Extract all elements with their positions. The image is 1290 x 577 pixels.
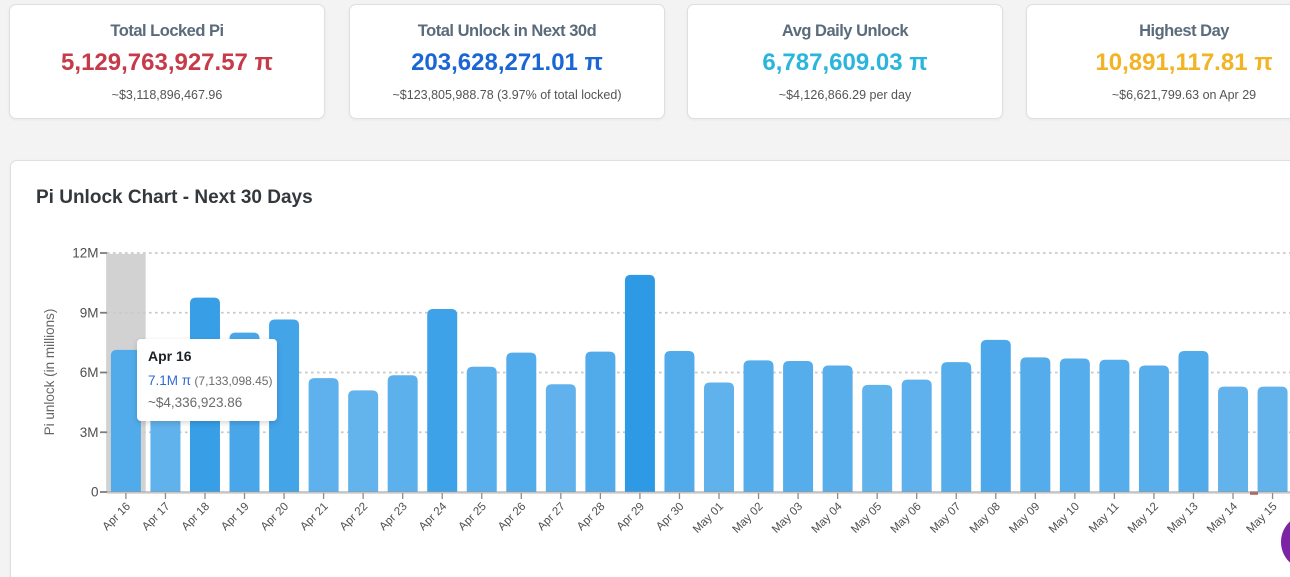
svg-text:Apr 25: Apr 25 — [456, 501, 488, 533]
svg-text:3M: 3M — [80, 425, 99, 440]
svg-text:May 09: May 09 — [1007, 501, 1042, 536]
svg-text:Apr 23: Apr 23 — [377, 501, 409, 533]
svg-text:May 01: May 01 — [691, 501, 726, 536]
svg-text:Apr 21: Apr 21 — [298, 501, 330, 533]
svg-text:Apr 26: Apr 26 — [496, 501, 528, 533]
svg-text:Apr 20: Apr 20 — [259, 501, 291, 533]
svg-text:Pi unlock (in millions): Pi unlock (in millions) — [42, 309, 57, 436]
svg-text:May 14: May 14 — [1205, 500, 1241, 536]
svg-text:6M: 6M — [80, 365, 99, 380]
svg-text:Apr 22: Apr 22 — [338, 501, 370, 533]
svg-text:May 07: May 07 — [928, 501, 963, 536]
svg-text:0: 0 — [91, 485, 99, 500]
svg-text:Apr 19: Apr 19 — [219, 501, 251, 533]
svg-text:Apr 17: Apr 17 — [140, 501, 172, 533]
svg-text:May 13: May 13 — [1165, 501, 1200, 536]
svg-text:May 10: May 10 — [1047, 501, 1082, 536]
svg-text:Apr 16: Apr 16 — [101, 501, 133, 533]
svg-text:May 11: May 11 — [1087, 501, 1122, 536]
svg-text:May 06: May 06 — [889, 501, 924, 536]
svg-text:Apr 29: Apr 29 — [615, 501, 647, 533]
svg-text:May 08: May 08 — [968, 501, 1003, 536]
svg-text:May 03: May 03 — [770, 501, 805, 536]
svg-text:May 05: May 05 — [849, 501, 884, 536]
svg-text:Apr 27: Apr 27 — [536, 501, 568, 533]
svg-text:May 04: May 04 — [810, 500, 846, 536]
svg-text:9M: 9M — [80, 305, 99, 320]
svg-text:Apr 30: Apr 30 — [654, 501, 686, 533]
svg-text:Apr 28: Apr 28 — [575, 501, 607, 533]
svg-text:12M: 12M — [72, 246, 98, 261]
svg-text:May 02: May 02 — [731, 501, 766, 536]
svg-text:Apr 18: Apr 18 — [180, 501, 212, 533]
svg-text:May 12: May 12 — [1126, 501, 1161, 536]
svg-text:May 15: May 15 — [1245, 501, 1280, 536]
svg-text:Apr 24: Apr 24 — [417, 500, 450, 533]
